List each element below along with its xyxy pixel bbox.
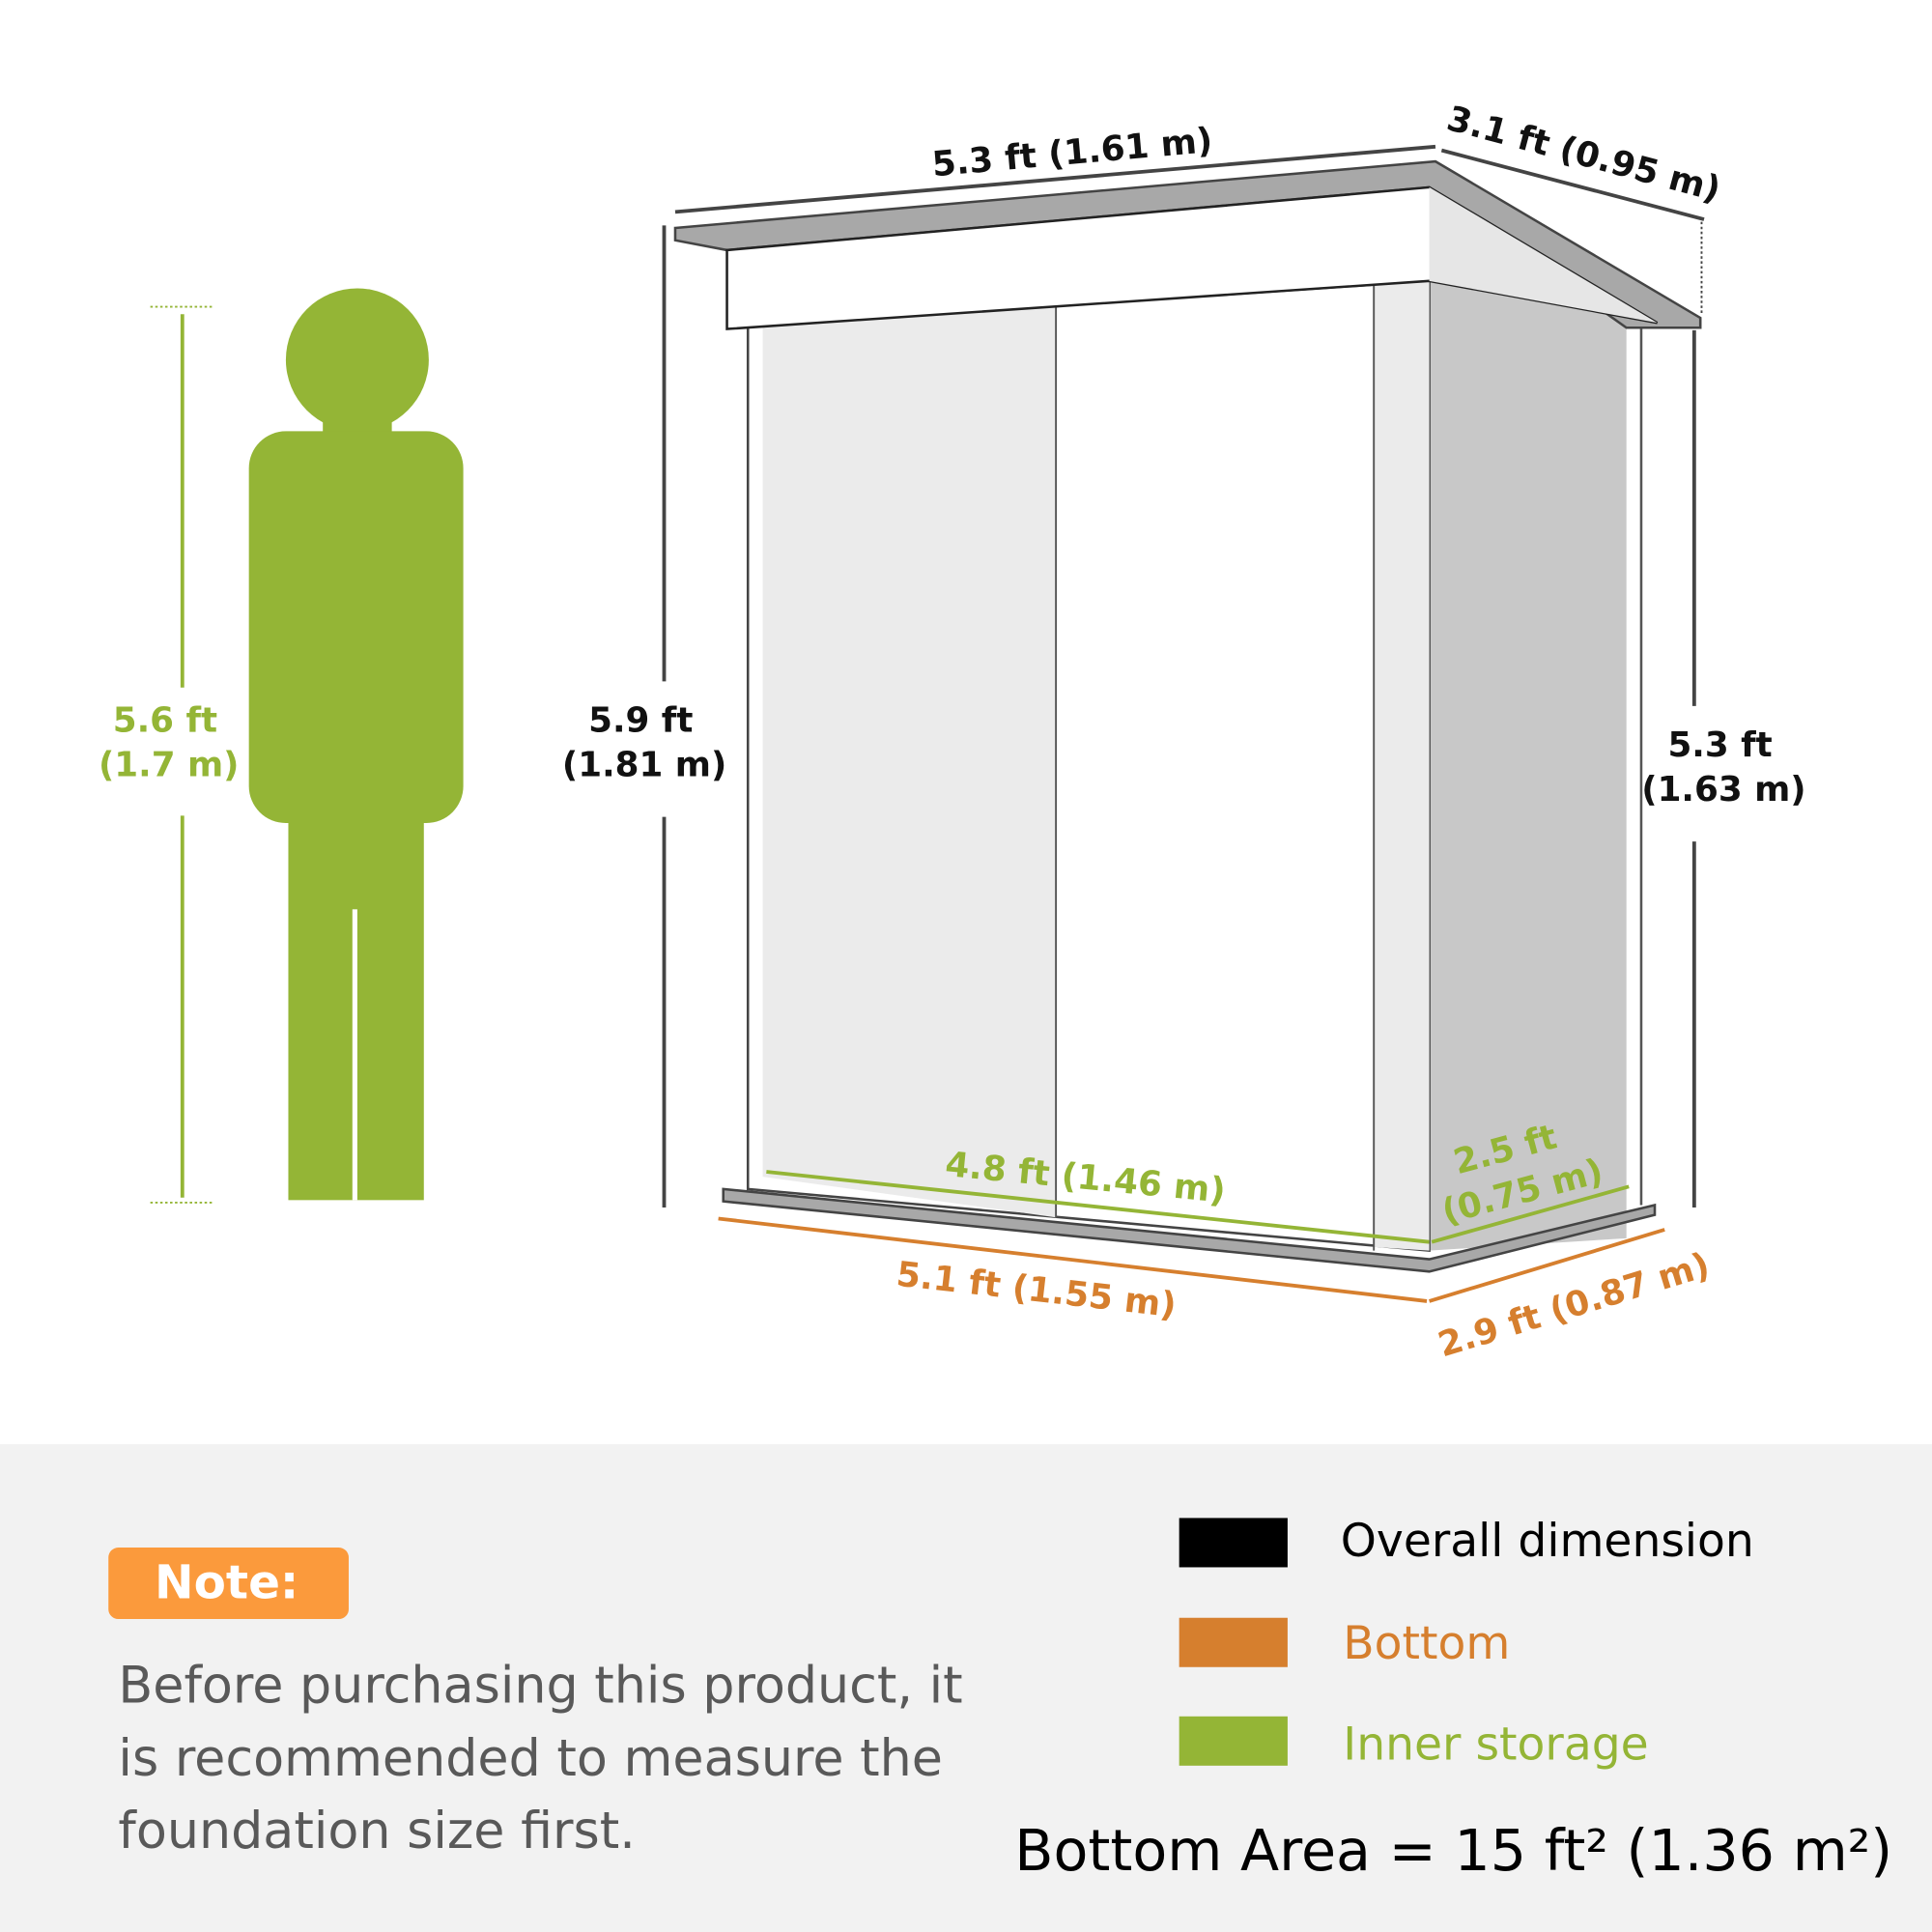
legend-label-inner: Inner storage — [1343, 1718, 1648, 1771]
bottom-dimension-lines — [718, 1216, 1665, 1303]
legend-swatch-overall — [1179, 1518, 1288, 1568]
legend-label-overall: Overall dimension — [1341, 1515, 1754, 1568]
front-height-m: (1.81 m) — [562, 746, 726, 785]
front-height-ft: 5.9 ft — [588, 701, 693, 741]
note-label: Note: — [155, 1555, 298, 1609]
inner-dimension-lines — [766, 1170, 1630, 1244]
shed-illustration — [673, 159, 1702, 1273]
person-height-m: (1.7 m) — [99, 746, 240, 785]
bottom-area: Bottom Area = 15 ft² (1.36 m²) — [1014, 1818, 1892, 1884]
person-height-ft: 5.6 ft — [113, 701, 217, 741]
legend-label-bottom: Bottom — [1343, 1617, 1510, 1670]
note-badge — [108, 1548, 349, 1620]
person-height-line — [150, 305, 214, 1204]
note-line: Before purchasing this product, it — [118, 1657, 962, 1716]
legend-swatch-inner — [1179, 1716, 1288, 1766]
person-silhouette — [248, 288, 464, 1201]
legend-swatch-bottom — [1179, 1617, 1288, 1667]
overall-dimension-lines — [662, 144, 1705, 1208]
note-line: foundation size first. — [118, 1802, 635, 1861]
info-panel — [0, 1443, 1932, 1932]
back-height-m: (1.63 m) — [1641, 770, 1805, 810]
note-line: is recommended to measure the — [118, 1729, 942, 1788]
legend: Overall dimension Bottom Inner storage — [1179, 1515, 1754, 1771]
back-height-ft: 5.3 ft — [1667, 725, 1772, 765]
